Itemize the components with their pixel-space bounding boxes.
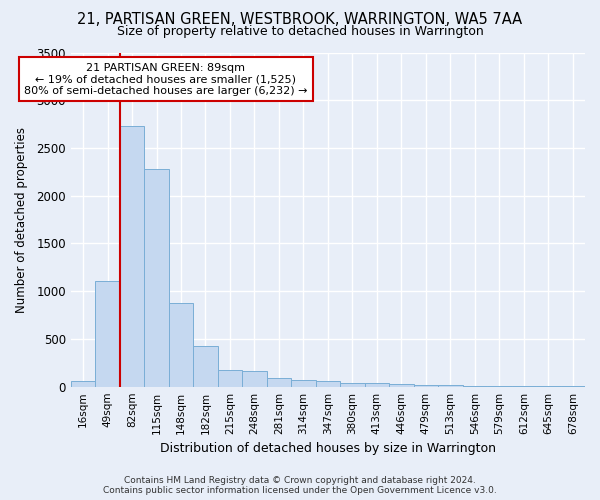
Bar bbox=[413, 385, 438, 386]
Bar bbox=[193, 346, 218, 387]
Bar bbox=[389, 384, 413, 386]
Bar bbox=[242, 371, 266, 386]
Y-axis label: Number of detached properties: Number of detached properties bbox=[15, 126, 28, 312]
X-axis label: Distribution of detached houses by size in Warrington: Distribution of detached houses by size … bbox=[160, 442, 496, 455]
Text: 21, PARTISAN GREEN, WESTBROOK, WARRINGTON, WA5 7AA: 21, PARTISAN GREEN, WESTBROOK, WARRINGTO… bbox=[77, 12, 523, 28]
Text: Contains public sector information licensed under the Open Government Licence v3: Contains public sector information licen… bbox=[103, 486, 497, 495]
Bar bbox=[120, 126, 144, 386]
Bar bbox=[144, 169, 169, 386]
Bar bbox=[316, 382, 340, 386]
Bar bbox=[340, 383, 365, 386]
Bar bbox=[169, 303, 193, 386]
Text: 21 PARTISAN GREEN: 89sqm
← 19% of detached houses are smaller (1,525)
80% of sem: 21 PARTISAN GREEN: 89sqm ← 19% of detach… bbox=[24, 62, 308, 96]
Bar bbox=[365, 384, 389, 386]
Bar bbox=[438, 385, 463, 386]
Text: Size of property relative to detached houses in Warrington: Size of property relative to detached ho… bbox=[116, 25, 484, 38]
Bar bbox=[266, 378, 291, 386]
Bar bbox=[218, 370, 242, 386]
Bar bbox=[71, 382, 95, 386]
Bar bbox=[95, 281, 120, 386]
Bar bbox=[291, 380, 316, 386]
Text: Contains HM Land Registry data © Crown copyright and database right 2024.: Contains HM Land Registry data © Crown c… bbox=[124, 476, 476, 485]
